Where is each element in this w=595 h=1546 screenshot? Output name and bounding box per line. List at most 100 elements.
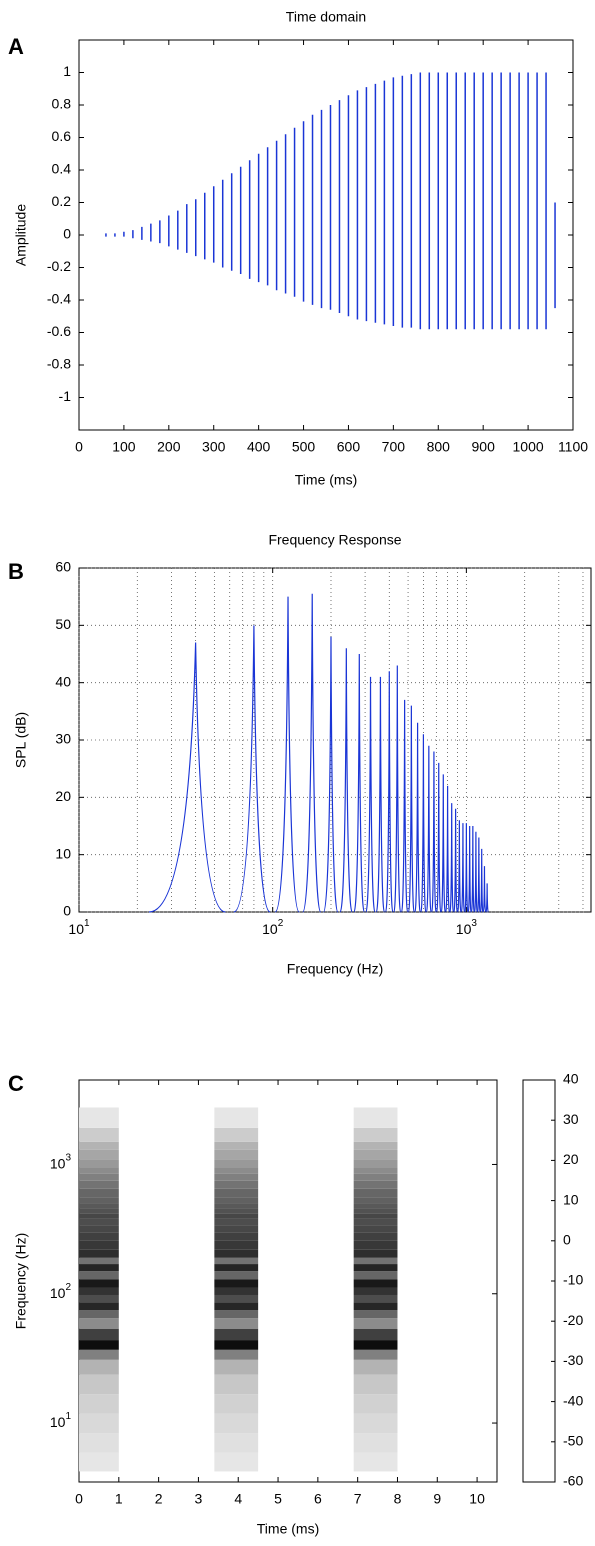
y-tick-label: 60: [55, 559, 71, 575]
heatmap-cell: [214, 1203, 259, 1209]
colorbar-tick-label: 20: [563, 1151, 579, 1167]
y-tick-label-base: 10: [50, 1284, 66, 1300]
heatmap-cell: [214, 1340, 259, 1350]
colorbar-tick-label: -30: [563, 1352, 583, 1368]
x-tick-label: 700: [382, 439, 406, 455]
heatmap-cell: [353, 1249, 398, 1258]
heatmap-cell: [353, 1340, 398, 1350]
heatmap-cell: [214, 1374, 259, 1395]
heatmap-cell: [353, 1264, 398, 1272]
y-tick-label: 50: [55, 616, 71, 632]
heatmap-cell: [214, 1394, 259, 1414]
heatmap-cell: [79, 1413, 119, 1434]
heatmap-cell: [79, 1452, 119, 1472]
spectral-peak: [467, 825, 472, 913]
spectral-peak: [445, 785, 450, 913]
heatmap-cell: [79, 1218, 119, 1226]
y-tick-label: 20: [55, 788, 71, 804]
heatmap-cell: [79, 1188, 119, 1198]
heatmap-cell: [79, 1271, 119, 1280]
x-axis-title: Time (ms): [257, 1521, 319, 1537]
heatmap-cell: [214, 1359, 259, 1375]
x-tick-label: 0: [75, 1491, 83, 1507]
spectral-peak: [431, 751, 437, 913]
heatmap-cell: [79, 1318, 119, 1329]
heatmap-cell: [79, 1107, 119, 1128]
heatmap-cell: [214, 1287, 259, 1295]
x-tick-label: 1000: [513, 439, 544, 455]
spectral-peak: [460, 823, 466, 913]
heatmap-cell: [353, 1359, 398, 1375]
x-tick-label: 5: [274, 1491, 282, 1507]
heatmap-cell: [79, 1249, 119, 1258]
heatmap-cell: [353, 1213, 398, 1219]
chart-title: Time domain: [286, 9, 366, 25]
heatmap-cell: [79, 1141, 119, 1150]
x-tick-label: 9: [433, 1491, 441, 1507]
heatmap-cell: [79, 1340, 119, 1350]
y-tick-label: 101: [50, 1411, 72, 1430]
heatmap-cell: [214, 1232, 259, 1241]
heatmap-cell: [353, 1208, 398, 1214]
y-axis-title: Frequency (Hz): [13, 1233, 29, 1329]
heatmap-cell: [214, 1208, 259, 1214]
heatmap-cell: [79, 1328, 119, 1341]
heatmap-cell: [353, 1240, 398, 1250]
spectral-peak: [449, 803, 454, 913]
x-tick-label: 1100: [558, 439, 588, 455]
heatmap-cell: [79, 1127, 119, 1142]
heatmap-cell: [214, 1294, 259, 1303]
heatmap-cell: [353, 1167, 398, 1174]
heatmap-cell: [79, 1310, 119, 1319]
heatmap-cell: [79, 1159, 119, 1168]
heatmap-cell: [214, 1213, 259, 1219]
colorbar-tick-label: 0: [563, 1232, 571, 1248]
heatmap-cell: [214, 1127, 259, 1142]
spectral-peak: [322, 636, 339, 913]
heatmap-cell: [214, 1413, 259, 1434]
colorbar-tick-label: 30: [563, 1111, 579, 1127]
y-tick-label: 30: [55, 731, 71, 747]
y-tick-label: 0.4: [52, 161, 72, 177]
heatmap-cell: [79, 1213, 119, 1219]
y-tick-label: 0: [63, 226, 71, 242]
heatmap-cell: [353, 1173, 398, 1181]
heatmap-cell: [214, 1149, 259, 1160]
y-tick-label-exp: 1: [65, 1411, 71, 1422]
heatmap-cell: [353, 1159, 398, 1168]
heatmap-cell: [79, 1279, 119, 1288]
spectral-peak: [302, 593, 322, 913]
x-tick-label: 800: [427, 439, 451, 455]
spectral-peak: [470, 825, 475, 913]
heatmap-cell: [353, 1225, 398, 1233]
heatmap-cell: [353, 1349, 398, 1360]
heatmap-cell: [353, 1294, 398, 1303]
heatmap-cell: [79, 1208, 119, 1214]
y-tick-label-exp: 3: [65, 1152, 71, 1163]
x-tick-label: 300: [202, 439, 226, 455]
y-tick-label: 40: [55, 673, 71, 689]
y-tick-label: -1: [59, 388, 72, 404]
heatmap-cell: [214, 1173, 259, 1181]
spectral-peak: [401, 699, 409, 913]
x-tick-label: 6: [314, 1491, 322, 1507]
heatmap-cell: [353, 1149, 398, 1160]
heatmap-cell: [214, 1159, 259, 1168]
heatmap-cell: [353, 1197, 398, 1204]
y-axis-title: SPL (dB): [13, 712, 29, 768]
heatmap-cell: [214, 1225, 259, 1233]
heatmap-cell: [79, 1374, 119, 1395]
colorbar-tick-label: -60: [563, 1473, 583, 1489]
heatmap-cell: [353, 1302, 398, 1311]
x-tick-label: 100: [112, 439, 136, 455]
x-tick-label-base: 10: [262, 921, 278, 937]
y-tick-label: -0.2: [47, 258, 71, 274]
heatmap-cell: [214, 1318, 259, 1329]
heatmap-cell: [79, 1302, 119, 1311]
heatmap-cell: [353, 1107, 398, 1128]
heatmap-cell: [353, 1413, 398, 1434]
heatmap-cell: [353, 1394, 398, 1414]
heatmap-cell: [79, 1149, 119, 1160]
heatmap-cell: [214, 1257, 259, 1265]
heatmap-cell: [353, 1452, 398, 1472]
